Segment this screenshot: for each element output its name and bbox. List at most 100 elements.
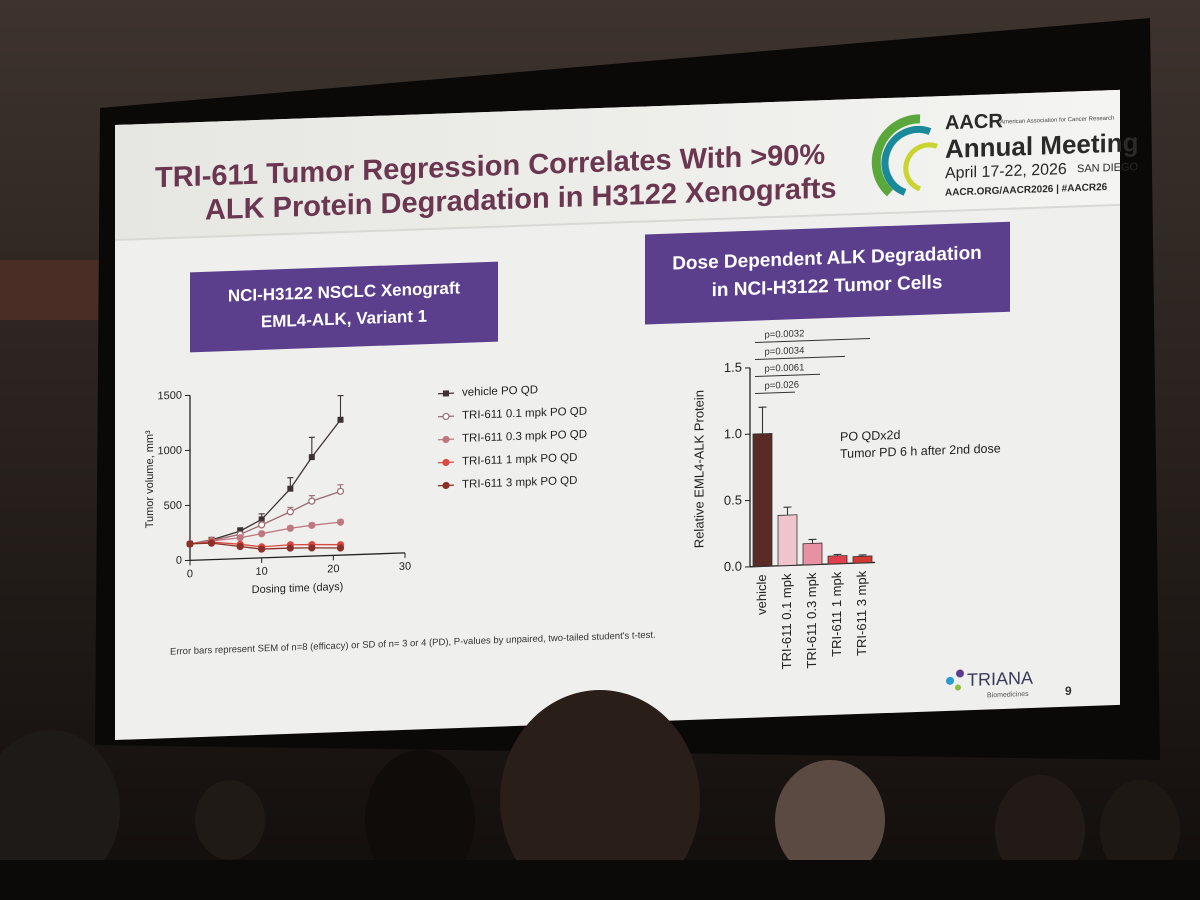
legend-marker xyxy=(442,412,450,421)
significance-bracket xyxy=(755,373,820,378)
x-tick-label: 0 xyxy=(187,568,193,580)
logo-org: American Association for Cancer Research xyxy=(1000,116,1114,126)
p-value: p=0.026 xyxy=(765,379,800,391)
y-tick-label: 0 xyxy=(176,555,182,567)
point xyxy=(336,487,345,495)
y-tick-label: 0.0 xyxy=(724,559,742,575)
point xyxy=(258,516,265,523)
head xyxy=(0,730,120,890)
legend-label: TRI-611 0.1 mpk PO QD xyxy=(462,406,587,422)
point xyxy=(308,544,316,552)
company-sub: Biomedicines xyxy=(987,691,1029,699)
p-value: p=0.0061 xyxy=(765,362,805,374)
company-logo: TRIANA Biomedicines xyxy=(946,668,1033,699)
error-bar xyxy=(758,406,767,434)
slide: TRI-611 Tumor Regression Correlates With… xyxy=(115,89,1139,740)
bar xyxy=(827,555,848,565)
logo-arc xyxy=(871,114,921,197)
logo-brand: AACR xyxy=(945,110,1003,134)
point xyxy=(308,454,315,461)
legend-marker xyxy=(442,481,450,490)
page-number: 9 xyxy=(1065,684,1072,698)
head xyxy=(500,690,700,900)
legend-marker xyxy=(442,435,450,444)
y-tick-label: 1500 xyxy=(158,390,182,403)
label-box xyxy=(645,221,1010,325)
logo-arc xyxy=(903,142,938,192)
head xyxy=(995,775,1085,885)
head xyxy=(775,760,885,880)
significance-bracket xyxy=(755,391,795,395)
point xyxy=(258,545,266,553)
p-value: p=0.0034 xyxy=(765,345,805,357)
header-band xyxy=(115,89,1120,240)
legend-marker xyxy=(443,390,449,397)
x-axis-label: Dosing time (days) xyxy=(252,581,344,596)
y-axis-label: Tumor volume, mm³ xyxy=(144,430,156,529)
x-axis xyxy=(190,552,405,562)
bar xyxy=(752,432,773,568)
point xyxy=(207,539,216,547)
seats xyxy=(0,860,1200,900)
p-value: p=0.0032 xyxy=(765,328,805,340)
legend-label: TRI-611 3 mpk PO QD xyxy=(462,475,577,491)
x-tick-label: vehicle xyxy=(754,574,769,615)
note: PO QDx2d xyxy=(840,428,900,444)
bar xyxy=(802,542,823,566)
logo-dot xyxy=(956,669,964,678)
point xyxy=(286,544,294,552)
y-tick-label: 0.5 xyxy=(724,492,742,508)
error-bar xyxy=(337,394,344,420)
logo-event: Annual Meeting xyxy=(945,127,1139,164)
bar xyxy=(777,514,798,567)
error-bar xyxy=(808,538,817,544)
bar xyxy=(852,555,873,564)
legend-label: vehicle PO QD xyxy=(462,384,538,399)
point xyxy=(308,497,316,505)
error-bar xyxy=(783,506,792,516)
error-bar xyxy=(833,553,842,556)
point xyxy=(258,521,266,529)
x-tick-label: 20 xyxy=(327,563,339,575)
x-tick-label: TRI-611 1 mpk xyxy=(829,571,844,657)
logo-arc xyxy=(881,126,932,196)
point xyxy=(337,416,344,423)
head xyxy=(365,750,475,890)
significance-bracket xyxy=(755,355,845,361)
y-tick-label: 500 xyxy=(164,500,182,513)
legend-label: TRI-611 0.3 mpk PO QD xyxy=(462,429,587,445)
point xyxy=(258,530,266,538)
point xyxy=(286,524,294,532)
point xyxy=(336,544,345,552)
label-box xyxy=(190,261,498,353)
point xyxy=(308,521,316,529)
point xyxy=(287,485,294,492)
x-tick-label: 30 xyxy=(399,561,411,573)
x-tick-label: TRI-611 0.1 mpk xyxy=(779,573,794,670)
head xyxy=(1100,780,1180,880)
audience xyxy=(0,690,1200,900)
y-tick-label: 1000 xyxy=(158,445,182,458)
logo-dot xyxy=(955,684,961,691)
x-tick-label: TRI-611 0.3 mpk xyxy=(804,572,819,669)
legend-label: TRI-611 1 mpk PO QD xyxy=(462,452,577,468)
head xyxy=(195,780,265,860)
error-bar xyxy=(308,436,315,458)
logo-dot xyxy=(946,676,954,685)
company-name: TRIANA xyxy=(967,668,1033,690)
x-tick-label: TRI-611 3 mpk xyxy=(854,570,869,656)
y-axis-label: Relative EML4-ALK Protein xyxy=(691,390,706,549)
logo-city: SAN DIEGO xyxy=(1077,161,1139,175)
significance-bracket xyxy=(755,338,870,344)
point xyxy=(236,542,244,551)
error-bar xyxy=(858,554,867,557)
point xyxy=(186,540,194,548)
y-tick-label: 1.0 xyxy=(724,426,742,442)
point xyxy=(336,518,345,526)
point xyxy=(236,534,244,542)
header-rule xyxy=(115,203,1120,241)
aacr-logo: AACR American Association for Cancer Res… xyxy=(871,110,1139,199)
x-tick-label: 10 xyxy=(256,566,268,578)
